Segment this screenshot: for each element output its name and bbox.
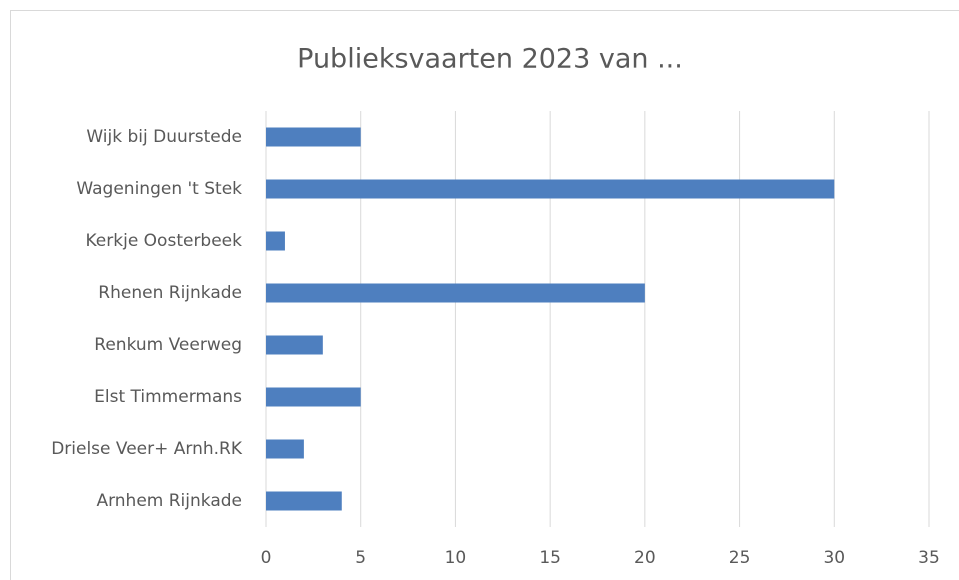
y-tick-label: Kerkje Oosterbeek <box>86 231 243 251</box>
x-tick-label: 0 <box>261 548 272 568</box>
x-tick-label: 25 <box>729 548 751 568</box>
y-tick-label: Wijk bij Duurstede <box>86 127 242 147</box>
y-tick-label: Rhenen Rijnkade <box>98 283 242 303</box>
x-tick-label: 5 <box>355 548 366 568</box>
x-tick-label: 35 <box>918 548 940 568</box>
y-tick-label: Drielse Veer+ Arnh.RK <box>51 439 243 459</box>
y-tick-label: Arnhem Rijnkade <box>96 491 242 511</box>
y-tick-label: Elst Timmermans <box>94 387 242 407</box>
x-tick-label: 30 <box>823 548 845 568</box>
chart-title: Publieksvaarten 2023 van ... <box>297 44 683 75</box>
bar <box>266 127 361 147</box>
bar <box>266 387 361 407</box>
bar <box>266 439 304 459</box>
y-tick-label: Renkum Veerweg <box>94 335 242 355</box>
bar <box>266 335 323 355</box>
bar <box>266 179 835 199</box>
bar <box>266 491 342 511</box>
x-tick-label: 10 <box>445 548 467 568</box>
bar <box>266 283 645 303</box>
bar <box>266 231 285 251</box>
x-tick-label: 20 <box>634 548 656 568</box>
x-tick-label: 15 <box>539 548 561 568</box>
y-tick-label: Wageningen 't Stek <box>76 179 242 199</box>
